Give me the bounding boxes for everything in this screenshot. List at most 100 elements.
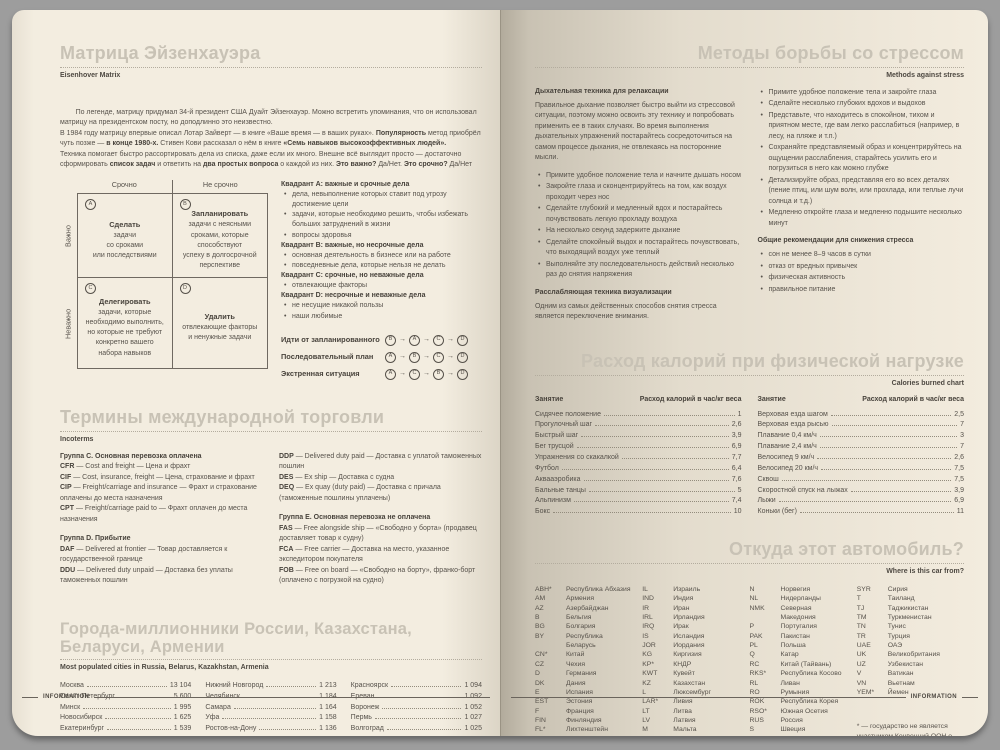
country-name: Узбекистан [887, 660, 924, 668]
title-rule [535, 374, 964, 376]
car-code-row: TM Туркменистан [857, 613, 955, 622]
calories-header-rate: Расход калорий в час/кг веса [862, 395, 964, 403]
country-name: Ирак [673, 623, 689, 631]
country-code: S [749, 726, 755, 734]
section-subtitle-calories: Calories burned chart [891, 379, 964, 387]
car-code-row: D Германия [535, 669, 633, 678]
sequence-step: A [409, 334, 433, 346]
matrix-header-not-urgent: Не срочно [202, 179, 238, 189]
note-d-bullets: не несущие никакой пользынаши любимые [281, 301, 482, 321]
dot-leader [553, 512, 731, 514]
page-left: Матрица Эйзенхауэра Eisenhover Matrix По… [12, 10, 500, 736]
city-name: Красноярск [350, 681, 389, 689]
footer-label: INFORMATION [43, 694, 90, 700]
incoterm-entry: CPT — Freight/carriage paid to — Фрахт о… [60, 504, 263, 525]
intro-segment: Популярность [375, 129, 427, 137]
city-name: Новосибирск [60, 714, 103, 722]
country-code: AZ [535, 604, 544, 612]
calorie-rate: 7,7 [731, 453, 742, 461]
city-name: Нижний Новгород [205, 681, 264, 689]
section-car-codes: Откуда этот автомобиль? Where is this ca… [535, 539, 964, 736]
section-subtitle-eisenhower: Eisenhover Matrix [60, 71, 121, 79]
country-name: Польша [780, 642, 806, 650]
city-population: 13 104 [169, 681, 192, 689]
city-name: Воронеж [350, 703, 380, 711]
bullet-item: отказ от вредных привычек [758, 262, 965, 273]
dot-leader [819, 447, 958, 449]
car-code-row: KWT Кувейт [642, 669, 740, 678]
matrix-diagram: Срочно Не срочно A Сделать задачи со сро… [60, 179, 268, 386]
calorie-rate: 11 [956, 508, 964, 516]
activity-name: Велосипед 9 км/ч [757, 453, 815, 461]
country-code: UK [856, 651, 867, 659]
car-code-row: IND Индия [642, 594, 740, 603]
dot-leader [799, 512, 954, 514]
car-code-row: FIN Финляндия [535, 716, 633, 725]
calories-header-rate: Расход калорий в час/кг веса [639, 395, 742, 403]
activity-name: Прогулочный шаг [535, 421, 593, 429]
car-code-row: IR Иран [642, 604, 740, 613]
activity-name: Бокс [535, 508, 551, 516]
calorie-row: Коньки (бег) 11 [758, 507, 965, 518]
country-code: UAE [856, 642, 871, 650]
city-row: Екатеринбург 1 539 [60, 724, 191, 735]
incoterm-description: — Delivered at frontier — Товар доставля… [60, 545, 228, 564]
title-rule [60, 66, 482, 68]
car-code-row: LAR* Ливия [642, 697, 740, 706]
country-name: Йемен [887, 688, 909, 696]
country-name: Болгария [566, 623, 596, 631]
sequence-step: D [457, 351, 468, 363]
title-rule [60, 658, 482, 660]
city-name: Екатеринбург [60, 725, 105, 733]
car-code-row: RC Китай (Тайвань) [750, 660, 848, 669]
country-name: Мальта [673, 726, 697, 734]
country-name: Иордания [673, 642, 705, 650]
country-code: TN [856, 623, 866, 631]
calorie-rate: 2,6 [954, 453, 964, 461]
country-code: Q [749, 651, 755, 659]
calorie-row: Быстрый шаг 3,9 [535, 431, 742, 442]
incoterm-code: DAF [60, 545, 75, 553]
calorie-rate: 7,5 [954, 475, 964, 483]
calorie-rate: 7,5 [954, 464, 964, 472]
bullet-item: Медленно откройте глаза и медленно подыш… [758, 208, 965, 229]
cities-column-1: Москва 13 104 Санкт-Петербург 5 600 Минск 1 9… [60, 681, 191, 736]
title-rule [60, 430, 482, 432]
city-row: Москва 13 104 [60, 681, 191, 692]
sequence-label: Идти от запланированного [281, 334, 380, 344]
incoterm-entry: CIF — Cost, insurance, freight — Цена, с… [60, 473, 263, 484]
activity-name: Верховая езда шагом [757, 410, 828, 418]
country-code: LV [642, 717, 651, 725]
activity-name: Быстрый шаг [535, 432, 579, 440]
car-code-row: MCМонако [642, 735, 740, 737]
incoterms-group-c: Группа C. Основная перевозка оплачена CF… [60, 452, 263, 526]
calorie-row: Альпинизм 7,4 [535, 496, 742, 507]
country-name: Республика Абхазия [566, 585, 631, 593]
visualization-steps: Примите удобное положение тела и закройт… [758, 88, 965, 230]
country-code: BG [535, 623, 545, 631]
bullet-item: вопросы здоровья [281, 231, 482, 241]
incoterm-code: FOB [279, 566, 294, 574]
city-population: 1 121 [319, 735, 337, 736]
country-code: FIN [535, 717, 546, 725]
calories-header-activity: Занятие [757, 395, 786, 403]
sequence-label: Последовательный план [281, 351, 374, 361]
country-name: Катар [780, 651, 799, 659]
calorie-rate: 2,6 [731, 421, 742, 429]
car-code-row: IS Исландия [642, 632, 740, 641]
country-name: Финляндия [566, 717, 602, 725]
car-code-row: IRQ Ирак [642, 622, 740, 631]
city-population: 1 164 [319, 703, 337, 711]
priority-sequences: Идти от запланированного BACD Последоват… [281, 334, 482, 380]
note-quadrant-b: Квадрант B: важные, но несрочные дела ос… [281, 241, 482, 272]
car-code-row: P Португалия [750, 622, 848, 631]
car-code-row: ABH* Республика Абхазия [535, 585, 633, 594]
activity-name: Верховая езда рысью [757, 421, 829, 429]
country-name: Латвия [673, 717, 696, 725]
calorie-row: Бокс 10 [535, 507, 742, 518]
car-codes-table: ABH* Республика Абхазия AM Армения AZ Азербай… [535, 585, 964, 736]
country-name: Ливия [673, 698, 693, 706]
country-code: F [535, 707, 540, 715]
calorie-rate: 6,9 [731, 443, 742, 451]
sequence-from-planned: Идти от запланированного B A C D [281, 334, 482, 346]
